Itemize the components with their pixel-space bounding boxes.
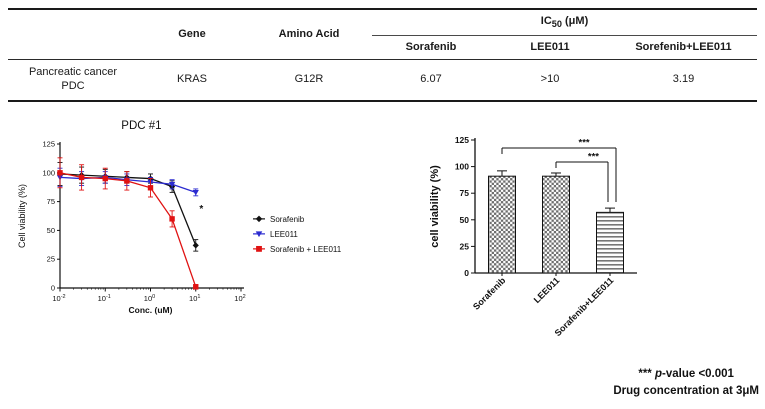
concentration-note: Drug concentration at 3μM — [613, 385, 759, 398]
svg-text:Cell viability (%): Cell viability (%) — [17, 184, 27, 248]
table-header-gene: Gene — [138, 9, 246, 60]
row-label: Pancreatic cancer PDC — [8, 59, 138, 102]
cell-ic50-combo: 3.19 — [610, 59, 757, 102]
cell-amino-acid: G12R — [246, 59, 372, 102]
table-header-ic50: IC50 (μM) — [372, 9, 757, 36]
ic50-unit: (μM) — [561, 15, 589, 28]
table-header-lee011: LEE011 — [490, 35, 610, 60]
table-header-amino-acid: Amino Acid — [246, 9, 372, 60]
svg-text:101: 101 — [189, 294, 200, 303]
svg-text:0: 0 — [51, 284, 55, 293]
footnote: *** p-value <0.001 Drug concentration at… — [613, 366, 759, 401]
table-row: Pancreatic cancer PDC KRAS G12R 6.07 >10 … — [8, 59, 757, 102]
svg-text:10-2: 10-2 — [52, 294, 65, 303]
svg-text:100: 100 — [42, 168, 55, 177]
svg-text:***: *** — [588, 152, 599, 163]
svg-text:0: 0 — [464, 268, 469, 278]
svg-text:Sorafenib: Sorafenib — [471, 275, 508, 312]
svg-text:102: 102 — [234, 294, 245, 303]
svg-text:25: 25 — [47, 255, 55, 264]
svg-text:***: *** — [579, 138, 590, 149]
table-header-combo: Sorefenib+LEE011 — [610, 35, 757, 60]
svg-text:Sorafenib + LEE011: Sorafenib + LEE011 — [270, 245, 342, 254]
svg-text:*: * — [199, 204, 203, 215]
line-chart: PDC #1 0 25 50 75 100 125 Cell viability (%) 10-… — [17, 120, 342, 315]
svg-text:125: 125 — [455, 135, 469, 145]
table-corner-cell — [8, 9, 138, 60]
cell-gene: KRAS — [138, 59, 246, 102]
svg-text:Sorafenib+LEE011: Sorafenib+LEE011 — [553, 275, 616, 338]
svg-text:LEE011: LEE011 — [270, 230, 298, 239]
svg-text:cell viability (%): cell viability (%) — [429, 165, 441, 248]
svg-text:100: 100 — [455, 162, 469, 172]
svg-text:75: 75 — [460, 188, 470, 198]
svg-text:100: 100 — [144, 294, 155, 303]
table-header-sorafenib: Sorafenib — [372, 35, 490, 60]
table-header-row-1: Gene Amino Acid IC50 (μM) — [8, 9, 757, 60]
ic50-label: IC — [540, 15, 552, 28]
bar-chart: 0 25 50 75 100 125 cell viability (%) Sorafenib… — [429, 135, 637, 338]
ic50-table: Gene Amino Acid IC50 (μM) Sorafenib LEE0… — [8, 8, 757, 102]
svg-text:Conc. (uM): Conc. (uM) — [129, 305, 173, 315]
table-header-row-2: Sorafenib LEE011 Sorefenib+LEE011 — [8, 35, 757, 60]
ic50-subscript: 50 — [551, 19, 562, 30]
svg-text:50: 50 — [47, 226, 55, 235]
svg-text:50: 50 — [460, 215, 470, 225]
significance-rest: -value <0.001 — [662, 368, 734, 380]
cell-ic50-lee011: >10 — [490, 59, 610, 102]
row-label-line2: PDC — [61, 79, 85, 92]
significance-p: p — [654, 368, 663, 380]
svg-text:LEE011: LEE011 — [532, 275, 562, 305]
row-label-line1: Pancreatic cancer — [28, 66, 118, 78]
svg-text:Sorafenib: Sorafenib — [270, 215, 305, 224]
significance-note: *** p-value <0.001 — [613, 366, 759, 383]
svg-text:10-1: 10-1 — [98, 294, 111, 303]
significance-stars: *** — [638, 368, 652, 380]
svg-text:125: 125 — [42, 140, 55, 149]
svg-text:75: 75 — [47, 197, 55, 206]
cell-ic50-sorafenib: 6.07 — [372, 59, 490, 102]
svg-text:25: 25 — [460, 241, 470, 251]
svg-text:PDC #1: PDC #1 — [121, 120, 161, 132]
